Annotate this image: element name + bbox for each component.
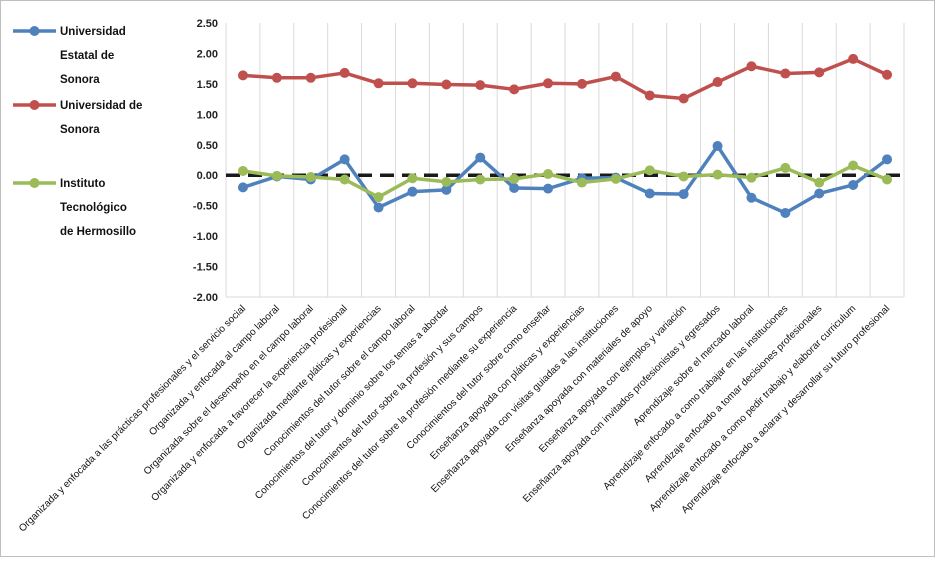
data-point bbox=[543, 183, 554, 194]
legend-label: Sonora bbox=[60, 124, 100, 136]
data-point bbox=[644, 90, 655, 101]
legend-marker bbox=[29, 178, 40, 188]
data-point bbox=[780, 207, 791, 218]
data-point bbox=[509, 173, 520, 184]
data-point bbox=[237, 165, 248, 176]
data-point bbox=[339, 154, 350, 165]
data-point bbox=[746, 172, 757, 183]
data-point bbox=[712, 169, 723, 180]
series-group bbox=[237, 53, 893, 104]
data-point bbox=[644, 188, 655, 199]
data-point bbox=[407, 186, 418, 197]
data-point bbox=[509, 84, 520, 95]
legend-marker bbox=[29, 26, 40, 36]
data-point bbox=[373, 78, 384, 89]
x-tick-label: Enseñanza apoyada con pláticas y experie… bbox=[428, 303, 587, 462]
data-point bbox=[373, 192, 384, 203]
data-point bbox=[339, 67, 350, 78]
data-point bbox=[746, 61, 757, 72]
series-line bbox=[242, 57, 888, 101]
data-point bbox=[543, 169, 554, 180]
data-point bbox=[271, 72, 282, 83]
data-point bbox=[576, 177, 587, 188]
data-point bbox=[644, 165, 655, 176]
data-point bbox=[543, 78, 554, 89]
data-point bbox=[882, 69, 893, 80]
data-point bbox=[712, 77, 723, 88]
data-point bbox=[339, 174, 350, 185]
legend-label: Sonora bbox=[60, 74, 100, 86]
data-point bbox=[882, 174, 893, 185]
data-point bbox=[678, 93, 689, 104]
data-point bbox=[848, 179, 859, 190]
data-point bbox=[746, 192, 757, 203]
data-point bbox=[441, 79, 452, 90]
legend-entry: Universidad de Sonora bbox=[13, 100, 142, 136]
legend-label: Instituto bbox=[60, 178, 105, 190]
data-point bbox=[305, 172, 316, 183]
data-point bbox=[848, 160, 859, 171]
series-lines bbox=[237, 53, 893, 218]
legend-entry: Instituto Tecnológico de Hermosillo bbox=[13, 178, 136, 238]
legend-label: Universidad bbox=[60, 26, 126, 38]
legend-label: Universidad de bbox=[60, 100, 142, 112]
data-point bbox=[475, 174, 486, 185]
y-tick-label: 1.50 bbox=[197, 79, 218, 91]
data-point bbox=[848, 53, 859, 64]
x-tick-label: Aprendizaje sobre el mercado laboral bbox=[632, 303, 757, 428]
series-line bbox=[242, 163, 888, 199]
legend-label: de Hermosillo bbox=[60, 226, 136, 238]
series-line bbox=[242, 144, 889, 215]
data-point bbox=[237, 182, 248, 193]
axes bbox=[225, 23, 904, 298]
legend-marker bbox=[29, 100, 40, 110]
data-point bbox=[882, 154, 893, 165]
data-point bbox=[712, 140, 723, 151]
x-tick-label: Organizada y enfocada a las prácticas pr… bbox=[17, 303, 248, 534]
y-tick-label: -0.50 bbox=[193, 201, 218, 213]
legend-label: Estatal de bbox=[60, 50, 114, 62]
y-tick-label: -2.00 bbox=[193, 292, 218, 304]
y-tick-label: 1.00 bbox=[197, 109, 218, 121]
data-point bbox=[475, 80, 486, 91]
data-point bbox=[814, 67, 825, 78]
data-point bbox=[373, 202, 384, 213]
data-point bbox=[475, 152, 486, 163]
data-point bbox=[780, 162, 791, 173]
legend-entry: Universidad Estatal de Sonora bbox=[13, 26, 126, 86]
data-point bbox=[407, 173, 418, 184]
series-group bbox=[237, 160, 893, 203]
data-point bbox=[678, 171, 689, 182]
data-point bbox=[610, 71, 621, 82]
data-point bbox=[576, 78, 587, 89]
y-tick-label: 0.00 bbox=[197, 170, 218, 182]
y-tick-label: 0.50 bbox=[197, 140, 218, 152]
y-tick-labels: 2.50 2.00 1.50 1.00 0.50 0.00 -0.50 -1.00 -1.50 -… bbox=[193, 18, 218, 304]
legend-label: Tecnológico bbox=[60, 202, 127, 214]
data-point bbox=[780, 68, 791, 79]
y-tick-label: -1.00 bbox=[193, 231, 218, 243]
x-tick-labels: Organizada y enfocada a las prácticas pr… bbox=[17, 303, 892, 534]
data-point bbox=[509, 183, 520, 194]
data-point bbox=[814, 177, 825, 188]
data-point bbox=[271, 170, 282, 181]
y-tick-label: 2.00 bbox=[197, 48, 218, 60]
data-point bbox=[305, 72, 316, 83]
data-point bbox=[610, 173, 621, 184]
data-point bbox=[678, 189, 689, 200]
data-point bbox=[441, 184, 452, 195]
y-tick-label: 2.50 bbox=[197, 18, 218, 30]
y-tick-label: -1.50 bbox=[193, 262, 218, 274]
data-point bbox=[441, 176, 452, 187]
data-point bbox=[814, 188, 825, 199]
grid bbox=[225, 23, 905, 297]
data-point bbox=[407, 78, 418, 89]
data-point bbox=[237, 70, 248, 81]
